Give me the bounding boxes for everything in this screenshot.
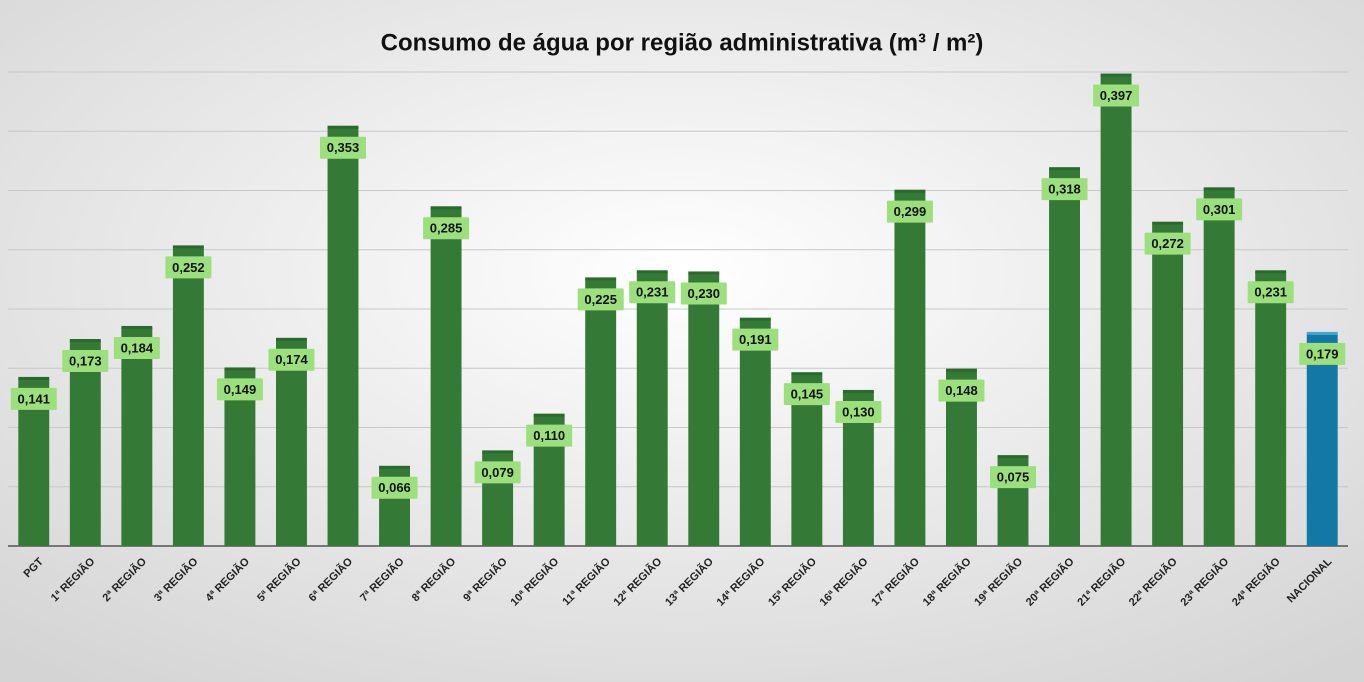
value-label-box [990,466,1036,489]
value-label: 0,141 [17,391,50,406]
bar [1100,75,1132,547]
value-label: 0,397 [1100,88,1133,103]
bar-cap [379,465,410,469]
value-label-box [1196,198,1243,221]
bar-cap [842,389,874,393]
value-label: 0,184 [121,340,154,355]
value-label-box [371,476,418,499]
bar-cap [327,125,359,129]
bar-cap [739,317,771,321]
bar-cap [1049,167,1080,171]
value-label-box [1299,342,1346,365]
value-label: 0,191 [739,332,772,347]
value-label: 0,149 [224,382,257,397]
bar-cap [172,245,204,249]
bar [430,208,462,546]
bar-cap [946,368,977,372]
bar-cap [688,271,720,275]
value-label-box [783,383,830,406]
value-label: 0,075 [997,470,1030,485]
value-label: 0,231 [1254,285,1287,300]
value-label: 0,272 [1151,236,1184,251]
value-label: 0,225 [584,292,617,307]
value-label: 0,299 [894,204,927,219]
value-label-box [165,256,212,279]
bar-cap [224,367,256,371]
value-label: 0,079 [481,465,514,480]
bar-cap [482,450,514,454]
bar-cap [997,455,1029,459]
bar [1152,223,1184,546]
value-label: 0,130 [842,404,875,419]
value-label-box [216,378,263,401]
value-label-box [1041,178,1088,201]
value-label-box [680,282,727,305]
value-label-box [938,379,985,402]
bar [585,279,617,546]
bar [1306,333,1338,546]
bar [327,127,359,546]
value-label-box [1093,84,1140,107]
value-label-box [423,217,470,240]
value-label: 0,066 [378,480,411,495]
value-label-box [629,281,676,304]
value-label-box [526,424,573,447]
value-label-box [10,387,57,410]
value-label-box [732,328,779,351]
bar-cap [1100,73,1132,77]
bar-cap [791,372,823,376]
bar-cap [1255,270,1287,274]
bar [636,272,668,546]
bar-cap [1306,331,1338,335]
value-label: 0,230 [687,286,720,301]
bar-cap [69,338,101,342]
bar [894,191,926,546]
value-label-box [113,336,160,359]
bar [69,340,101,546]
value-label-box [62,349,109,372]
bar [276,339,307,546]
bar-cap [1203,187,1235,191]
bar [121,327,153,546]
bar [688,273,720,546]
value-label: 0,231 [636,285,669,300]
bar-cap [121,325,153,329]
value-label: 0,145 [791,387,824,402]
bar-cap [1152,221,1184,225]
bar [739,319,771,546]
value-label: 0,285 [430,221,463,236]
bar [1049,169,1080,547]
bar-cap [894,189,926,193]
value-label-box [1144,232,1191,255]
bar-cap [533,413,565,417]
chart-title: Consumo de água por região administrativ… [381,29,984,56]
bar-cap [276,337,307,341]
value-label: 0,301 [1203,202,1236,217]
bar-cap [18,376,50,380]
value-label-box [1247,281,1294,304]
value-label: 0,110 [533,428,565,443]
bar [1203,189,1235,546]
value-label: 0,252 [172,260,205,275]
value-label: 0,148 [945,383,978,398]
bar [1255,272,1287,546]
value-label-box [474,461,521,484]
bar-cap [636,270,668,274]
value-label: 0,173 [69,353,102,368]
bar-cap [430,206,462,210]
bar [172,247,204,546]
value-label: 0,353 [327,140,360,155]
value-label-box [268,348,315,371]
value-label-box [577,288,624,311]
bar-cap [585,277,617,281]
value-label: 0,174 [275,352,308,367]
value-label-box [320,136,366,159]
value-label-box [886,200,933,223]
value-label-box [835,400,882,423]
value-label: 0,318 [1048,182,1081,197]
value-label: 0,179 [1306,346,1339,361]
